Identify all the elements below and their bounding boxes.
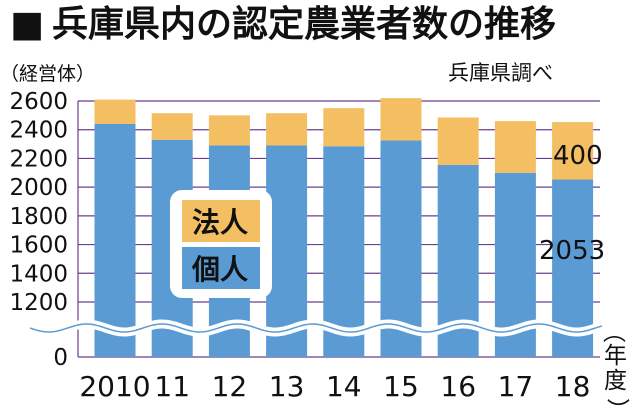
x-tick-label: 2010 [79, 370, 150, 403]
y-tick-label: 2600 [9, 89, 68, 115]
legend-swatch-kojin [182, 247, 260, 289]
legend-label-houjin: 法人 [192, 206, 248, 239]
legend-label-kojin: 個人 [191, 253, 248, 286]
data-source: 兵庫県調べ [448, 61, 553, 85]
y-axis-unit: （経営体） [0, 63, 95, 85]
y-tick-label: 1800 [9, 204, 68, 230]
x-axis-unit-open: （ [600, 320, 626, 343]
bar-houjin [94, 99, 136, 124]
x-tick-label: 17 [498, 370, 534, 403]
bar-houjin [494, 121, 536, 173]
x-axis-unit-nen: 年 [604, 343, 627, 369]
axis-break-wave [29, 323, 603, 333]
legend-swatch-houjin [182, 200, 260, 242]
bar-kojin [94, 123, 136, 357]
x-ticks: 2010 11 12 13 14 15 16 17 18 [79, 370, 590, 403]
y-tick-label: 1400 [9, 261, 68, 287]
bar-houjin [151, 113, 193, 140]
bar-houjin [552, 122, 594, 180]
x-tick-label: 16 [440, 370, 476, 403]
data-label-houjin-2018: 400 [553, 141, 603, 171]
x-tick-label: 14 [326, 370, 362, 403]
x-tick-label: 11 [154, 370, 190, 403]
bars [94, 98, 594, 357]
y-tick-label: 2400 [9, 118, 68, 144]
x-tick-label: 13 [269, 370, 305, 403]
chart-title-marker: ■ [10, 4, 44, 45]
bar-houjin [266, 113, 308, 146]
bar-houjin [208, 115, 250, 146]
chart-title: 兵庫県内の認定農業者数の推移 [52, 4, 556, 45]
y-tick-label: 2000 [9, 175, 68, 201]
x-axis-unit-do: 度 [604, 368, 627, 394]
data-label-kojin-2018: 2053 [539, 236, 605, 266]
bar-kojin [323, 146, 365, 357]
y-tick-label: 2200 [9, 146, 68, 172]
x-axis-unit-close: ） [604, 398, 630, 407]
x-tick-label: 15 [383, 370, 419, 403]
y-tick-label: 0 [53, 345, 68, 371]
y-tick-label: 1200 [9, 290, 68, 316]
y-tick-label: 1600 [9, 233, 68, 259]
x-tick-label: 18 [555, 370, 591, 403]
legend: 法人 個人 [170, 190, 272, 298]
bar-houjin [437, 117, 479, 165]
bar-houjin [323, 108, 365, 147]
x-tick-label: 12 [212, 370, 248, 403]
bar-houjin [380, 98, 422, 141]
